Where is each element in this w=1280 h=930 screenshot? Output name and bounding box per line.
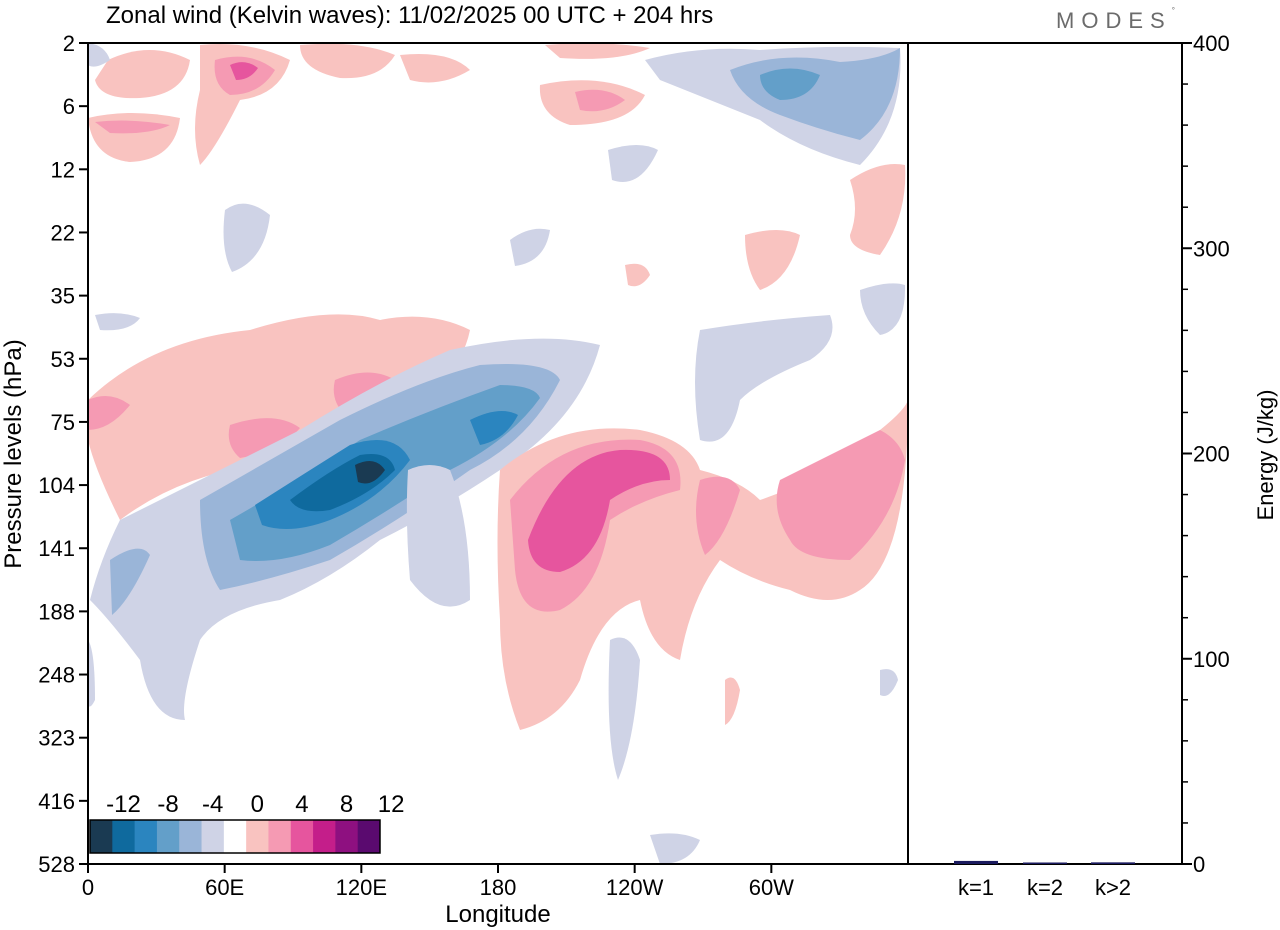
colorbar-swatch [313,820,336,853]
x-tick-label: 120E [336,875,387,900]
energy-x-tick-label: k>2 [1095,875,1131,900]
colorbar-swatch [134,820,158,853]
energy-y-label: Energy (J/kg) [1253,390,1278,521]
colorbar-frame [89,819,381,854]
y-tick-label: 75 [51,410,75,435]
energy-x-tick-label: k=1 [958,875,994,900]
energy-y-tick-label: 400 [1193,31,1230,56]
heatmap-contours [88,43,908,864]
colorbar-label: 4 [295,791,308,818]
energy-bar [1091,862,1135,864]
colorbar-swatch [335,820,359,853]
y-tick-label: 22 [51,220,75,245]
energy-bar [954,860,998,864]
x-tick-label: 120W [606,875,664,900]
logo-mark: ° [1171,6,1175,15]
energy-bar [1023,862,1067,864]
energy-frame [907,42,1183,865]
y-tick-label: 12 [51,157,75,182]
heatmap-y-axis: 2 6 12 22 35 53 75 104 141 188 248 323 416 528 [38,31,88,877]
y-tick-label: 188 [38,599,75,624]
colorbar-swatch [201,820,225,853]
colorbar-swatch [357,820,381,853]
chart-title: Zonal wind (Kelvin waves): 11/02/2025 00… [106,2,713,29]
x-tick-label: 60E [205,875,244,900]
colorbar-swatch [179,820,203,853]
x-tick-label: 60W [749,875,794,900]
y-tick-label: 6 [63,94,75,119]
energy-y-axis: 0 100 200 300 400 [1182,31,1230,877]
colorbar-label: 8 [340,791,353,818]
colorbar-label: -8 [157,791,178,818]
colorbar-swatch [90,820,113,853]
energy-y-tick-label: 300 [1193,236,1230,261]
y-tick-label: 104 [38,473,75,498]
y-tick-label: 141 [38,536,75,561]
energy-bars [954,860,1135,864]
colorbar-label: -12 [106,791,141,818]
x-tick-label: 0 [82,875,94,900]
colorbar-swatch [246,820,269,853]
logo-text: MODES [1056,8,1172,33]
energy-y-tick-label: 0 [1193,852,1205,877]
y-tick-label: 323 [38,726,75,751]
modes-logo: MODES° [1056,6,1175,34]
colorbar-swatch [268,820,292,853]
y-tick-label: 35 [51,284,75,309]
colorbar-swatch [156,820,180,853]
heatmap-panel: 2 6 12 22 35 53 75 104 141 188 248 323 416 528 0 60E 12… [0,31,909,928]
colorbar-label: 0 [251,791,264,818]
y-tick-label: 248 [38,663,75,688]
y-axis-label: Pressure levels (hPa) [0,339,27,568]
x-tick-label: 180 [480,875,517,900]
energy-x-axis: k=1 k=2 k>2 [958,875,1131,900]
y-tick-label: 416 [38,789,75,814]
colorbar-swatch [290,820,314,853]
colorbar: -12 -8 -4 0 4 8 12 [89,791,405,854]
heatmap-x-axis: 0 60E 120E 180 120W 60W [82,864,794,900]
colorbar-swatch [223,820,247,853]
energy-x-tick-label: k=2 [1027,875,1063,900]
colorbar-label: -4 [202,791,223,818]
energy-panel: 0 100 200 300 400 k=1 k=2 k>2 Energy (J/kg) [907,31,1278,900]
y-tick-label: 528 [38,852,75,877]
energy-y-tick-label: 100 [1193,647,1230,672]
colorbar-label: 12 [378,791,405,818]
y-tick-label: 53 [51,347,75,372]
x-axis-label: Longitude [445,901,550,928]
colorbar-swatch [112,820,136,853]
y-tick-label: 2 [63,31,75,56]
energy-y-tick-label: 200 [1193,442,1230,467]
